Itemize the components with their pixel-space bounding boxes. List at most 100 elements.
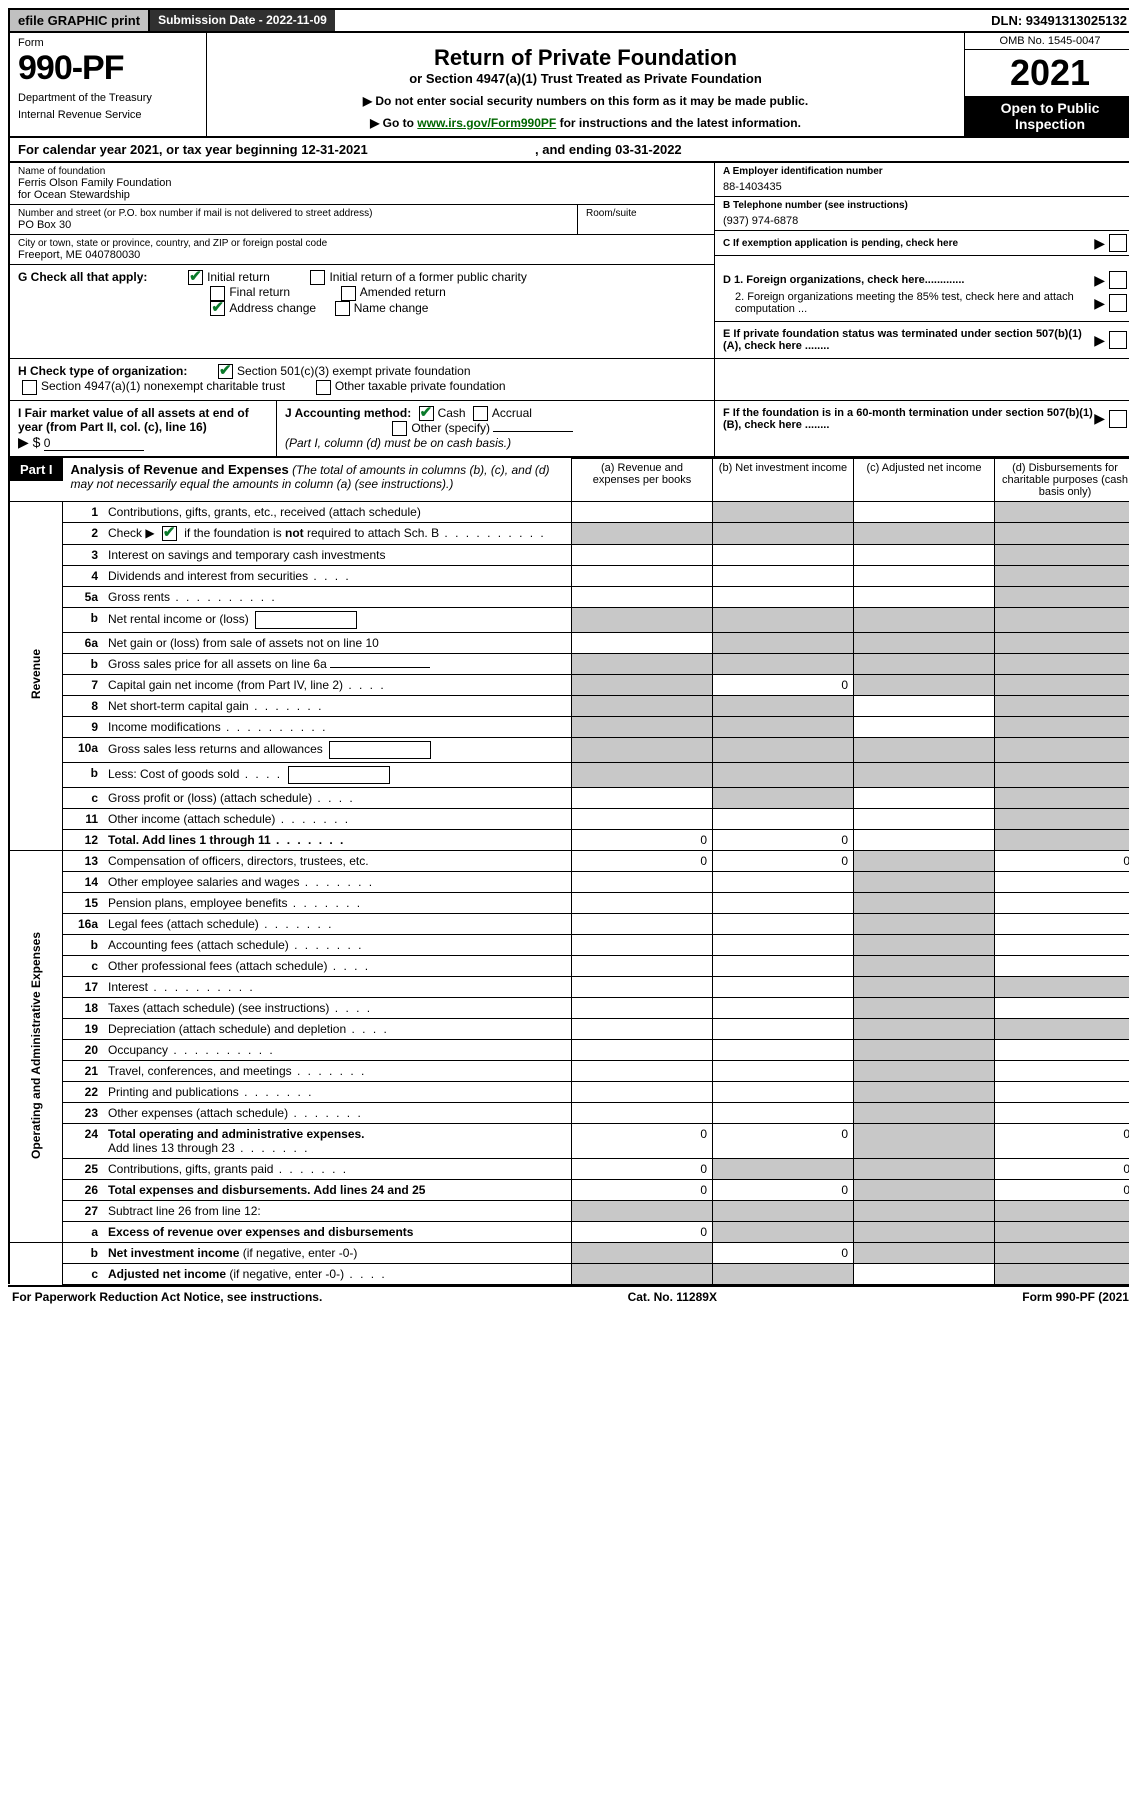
checkbox-other-taxable[interactable] (316, 380, 331, 395)
header-left: Form 990-PF Department of the Treasury I… (10, 33, 207, 136)
checkbox-501c3[interactable] (218, 364, 233, 379)
part1-table: Part I Analysis of Revenue and Expenses … (8, 458, 1129, 1285)
calendar-year-row: For calendar year 2021, or tax year begi… (8, 138, 1129, 163)
line-24: 24Total operating and administrative exp… (9, 1123, 1129, 1158)
checkbox-sch-b[interactable] (162, 526, 177, 541)
h-section: H Check type of organization: Section 50… (10, 359, 714, 401)
ein-cell: A Employer identification number 88-1403… (715, 163, 1129, 197)
note-link: ▶ Go to www.irs.gov/Form990PF for instru… (217, 116, 954, 130)
info-grid: Name of foundation Ferris Olson Family F… (8, 163, 1129, 265)
checkbox-name-change[interactable] (335, 301, 350, 316)
fmv-value: 0 (44, 436, 144, 451)
col-c-head: (c) Adjusted net income (854, 458, 995, 501)
line-19: 19Depreciation (attach schedule) and dep… (9, 1018, 1129, 1039)
dln-label: DLN: 93491313025132 (983, 10, 1129, 31)
line-26: 26Total expenses and disbursements. Add … (9, 1179, 1129, 1200)
line-5a: 5aGross rents (9, 586, 1129, 607)
form-number: 990-PF (18, 49, 198, 88)
line-11: 11Other income (attach schedule) (9, 808, 1129, 829)
checkbox-initial-return[interactable] (188, 270, 203, 285)
line-6a: 6aNet gain or (loss) from sale of assets… (9, 632, 1129, 653)
checkbox-other[interactable] (392, 421, 407, 436)
line-5b: bNet rental income or (loss) (9, 607, 1129, 632)
arrow-icon: ▶ (1094, 295, 1105, 312)
line-16a: 16aLegal fees (attach schedule) (9, 913, 1129, 934)
checkbox-initial-public[interactable] (310, 270, 325, 285)
checkbox-cash[interactable] (419, 406, 434, 421)
omb-number: OMB No. 1545-0047 (965, 33, 1129, 50)
note2-suffix: for instructions and the latest informat… (556, 116, 801, 130)
checkbox-f[interactable] (1109, 410, 1127, 428)
line-10b: bLess: Cost of goods sold (9, 762, 1129, 787)
arrow-icon: ▶ (1094, 272, 1105, 289)
j-section: J Accounting method: Cash Accrual Other … (277, 401, 714, 456)
arrow-icon: ▶ (1094, 235, 1105, 252)
line-15: 15Pension plans, employee benefits (9, 892, 1129, 913)
line-27a: aExcess of revenue over expenses and dis… (9, 1221, 1129, 1242)
form-label: Form (18, 37, 198, 49)
address-cell: Number and street (or P.O. box number if… (10, 205, 577, 234)
line-9: 9Income modifications (9, 716, 1129, 737)
line-4: 4Dividends and interest from securities (9, 565, 1129, 586)
revenue-side-label: Revenue (9, 501, 63, 850)
line-16b: bAccounting fees (attach schedule) (9, 934, 1129, 955)
exemption-pending-cell: C If exemption application is pending, c… (715, 231, 1129, 256)
city-cell: City or town, state or province, country… (10, 235, 714, 265)
line-12: 12Total. Add lines 1 through 1100 (9, 829, 1129, 850)
checkbox-address-change[interactable] (210, 301, 225, 316)
g-d-row: G Check all that apply: Initial return I… (8, 265, 1129, 359)
line-27c: cAdjusted net income (if negative, enter… (9, 1263, 1129, 1284)
line-3: 3Interest on savings and temporary cash … (9, 544, 1129, 565)
i-section: I Fair market value of all assets at end… (10, 401, 277, 456)
part1-desc: Analysis of Revenue and Expenses (The to… (63, 458, 571, 495)
col-d-head: (d) Disbursements for charitable purpose… (995, 458, 1129, 501)
arrow-icon: ▶ (1094, 332, 1105, 349)
footer-left: For Paperwork Reduction Act Notice, see … (12, 1290, 322, 1304)
form-header: Form 990-PF Department of the Treasury I… (8, 33, 1129, 138)
line-10c: cGross profit or (loss) (attach schedule… (9, 787, 1129, 808)
h-row: H Check type of organization: Section 50… (8, 359, 1129, 401)
checkbox-c[interactable] (1109, 234, 1127, 252)
irs-link[interactable]: www.irs.gov/Form990PF (417, 116, 556, 130)
line-23: 23Other expenses (attach schedule) (9, 1102, 1129, 1123)
g-section: G Check all that apply: Initial return I… (10, 265, 714, 359)
room-cell: Room/suite (577, 205, 714, 234)
checkbox-4947[interactable] (22, 380, 37, 395)
line-8: 8Net short-term capital gain (9, 695, 1129, 716)
line-14: 14Other employee salaries and wages (9, 871, 1129, 892)
line-10a: 10aGross sales less returns and allowanc… (9, 737, 1129, 762)
checkbox-d2[interactable] (1109, 294, 1127, 312)
line-22: 22Printing and publications (9, 1081, 1129, 1102)
ijf-row: I Fair market value of all assets at end… (8, 401, 1129, 458)
form-title: Return of Private Foundation (217, 45, 954, 71)
topbar: efile GRAPHIC print Submission Date - 20… (8, 8, 1129, 33)
spacer (335, 10, 983, 31)
dept-treasury: Department of the Treasury (18, 92, 198, 105)
checkbox-e[interactable] (1109, 331, 1127, 349)
line-18: 18Taxes (attach schedule) (see instructi… (9, 997, 1129, 1018)
checkbox-accrual[interactable] (473, 406, 488, 421)
line-1: Revenue 1Contributions, gifts, grants, e… (9, 501, 1129, 522)
note2-prefix: ▶ Go to (370, 116, 417, 130)
col-b-head: (b) Net investment income (713, 458, 854, 501)
header-center: Return of Private Foundation or Section … (207, 33, 964, 136)
dept-irs: Internal Revenue Service (18, 109, 198, 122)
footer-center: Cat. No. 11289X (628, 1290, 717, 1304)
efile-label: efile GRAPHIC print (10, 10, 148, 31)
line-16c: cOther professional fees (attach schedul… (9, 955, 1129, 976)
d-section: D 1. Foreign organizations, check here..… (715, 265, 1129, 322)
line-25: 25Contributions, gifts, grants paid00 (9, 1158, 1129, 1179)
phone-cell: B Telephone number (see instructions) (9… (715, 197, 1129, 231)
footer-right: Form 990-PF (2021) (1022, 1290, 1129, 1304)
line-27: 27Subtract line 26 from line 12: (9, 1200, 1129, 1221)
checkbox-d1[interactable] (1109, 271, 1127, 289)
f-section: F If the foundation is in a 60-month ter… (715, 401, 1129, 437)
form-subtitle: or Section 4947(a)(1) Trust Treated as P… (217, 71, 954, 86)
footer: For Paperwork Reduction Act Notice, see … (8, 1285, 1129, 1307)
submission-date: Submission Date - 2022-11-09 (148, 10, 335, 31)
line-17: 17Interest (9, 976, 1129, 997)
note-ssn: ▶ Do not enter social security numbers o… (217, 94, 954, 108)
line-7: 7Capital gain net income (from Part IV, … (9, 674, 1129, 695)
line-2: 2 Check ▶ if the foundation is not requi… (9, 522, 1129, 544)
checkbox-amended[interactable] (341, 286, 356, 301)
